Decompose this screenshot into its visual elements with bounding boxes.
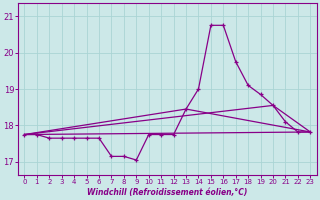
X-axis label: Windchill (Refroidissement éolien,°C): Windchill (Refroidissement éolien,°C) [87,188,248,197]
